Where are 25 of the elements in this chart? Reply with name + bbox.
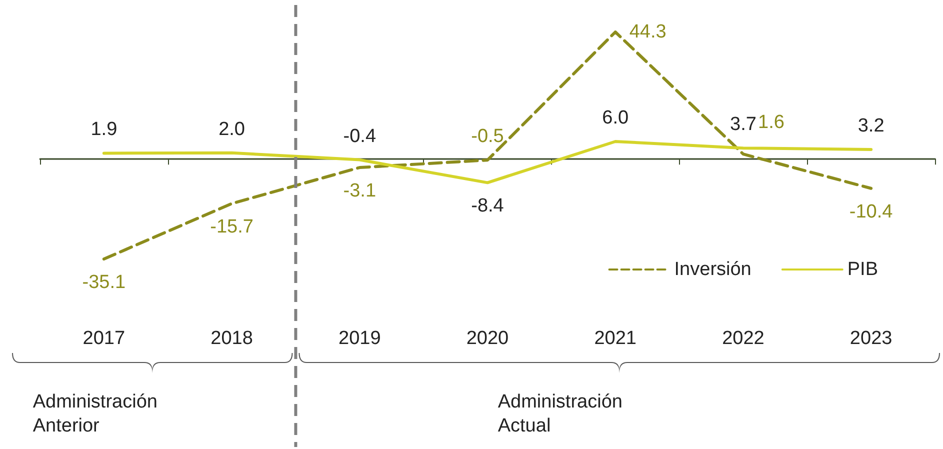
data-label: 2.0: [218, 118, 245, 140]
legend-label: Inversión: [674, 259, 752, 280]
x-tick-label: 2020: [466, 328, 509, 349]
data-label: 3.2: [858, 116, 884, 137]
data-label: 6.0: [602, 107, 629, 128]
x-tick-label: 2022: [722, 328, 764, 349]
text: Administración Anterior: [32, 392, 158, 436]
x-tick-label: 2018: [210, 328, 253, 349]
data-label: -0.5: [471, 126, 504, 148]
data-label: -35.1: [82, 272, 126, 293]
data-label: 1.6: [758, 112, 784, 134]
data-label: -8.4: [471, 196, 504, 217]
data-label: -3.1: [343, 180, 376, 202]
data-label: 1.9: [90, 119, 118, 140]
x-tick-label: 2017: [82, 328, 126, 349]
x-tick-label: 2019: [338, 328, 381, 349]
data-label: 3.7: [730, 114, 756, 136]
data-label: -0.4: [343, 126, 376, 147]
data-label: -15.7: [210, 216, 254, 238]
x-tick-label: 2023: [850, 328, 892, 349]
data-label: 44.3: [629, 22, 666, 42]
data-label: -10.4: [849, 201, 894, 222]
text: Administración Actual: [498, 392, 622, 436]
x-tick-label: 2021: [594, 328, 636, 349]
legend-label: PIB: [847, 259, 878, 280]
